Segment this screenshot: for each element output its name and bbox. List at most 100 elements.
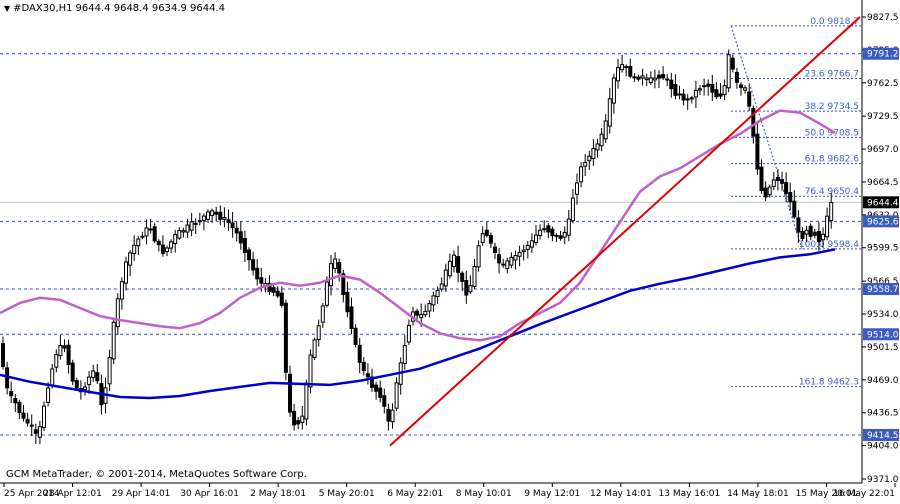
candle-body <box>722 85 727 96</box>
candle-body <box>50 368 55 386</box>
candle-body <box>242 237 247 253</box>
candle-body <box>685 98 690 101</box>
candle-body <box>226 219 231 224</box>
y-tick-label: 9469.0 <box>867 376 899 386</box>
candle-body <box>193 222 198 225</box>
candle-body <box>550 228 555 237</box>
dropdown-arrow-icon[interactable]: ▼ <box>4 4 11 13</box>
candle-body <box>476 245 481 268</box>
y-tick-label: 9599.5 <box>867 244 899 254</box>
candle-body <box>825 215 830 238</box>
candle-body <box>415 310 420 316</box>
y-tick-label: 9501.5 <box>867 343 899 353</box>
candle-body <box>579 166 584 183</box>
candle-body <box>501 263 506 266</box>
candle-body <box>156 240 161 246</box>
candle-body <box>575 182 579 195</box>
candle-body <box>484 229 489 236</box>
level-price-tag-label: 9625.6 <box>867 217 899 227</box>
candle-body <box>148 228 153 231</box>
candle-body <box>587 155 592 162</box>
candle-body <box>361 361 366 372</box>
candle-body <box>505 260 510 269</box>
candle-body <box>333 258 338 269</box>
candle-body <box>739 84 743 88</box>
candle-body <box>189 221 194 231</box>
current-price-tag <box>863 196 899 209</box>
candle-body <box>624 66 629 69</box>
candle-body <box>517 251 522 257</box>
candle-body <box>255 267 260 280</box>
y-tick-label: 9827.5 <box>867 13 899 23</box>
y-tick-label: 9762.5 <box>867 79 899 89</box>
candle-body <box>648 77 653 84</box>
candle-body <box>804 229 809 235</box>
candle-body <box>546 225 551 233</box>
candle-body <box>247 249 251 261</box>
candle-body <box>657 74 661 79</box>
candle-body <box>607 98 612 127</box>
candle-body <box>206 211 210 220</box>
candle-body <box>91 370 96 378</box>
current-price-tag-label: 9644.4 <box>867 198 899 208</box>
candle-body <box>583 161 588 167</box>
candle-body <box>238 231 243 244</box>
y-tick-label: 9436.5 <box>867 409 899 419</box>
candle-body <box>620 64 625 71</box>
level-price-tag <box>863 428 899 441</box>
candle-body <box>312 339 317 358</box>
candle-body <box>829 202 834 222</box>
candle-body <box>37 426 42 438</box>
candle-body <box>771 179 776 187</box>
candle-body <box>427 303 432 312</box>
candle-body <box>689 97 694 100</box>
candle-body <box>640 75 645 79</box>
candle-body <box>767 186 772 196</box>
candle-body <box>222 217 227 220</box>
fibo-level-label: 161.8 9462.3 <box>799 378 859 388</box>
trendlines <box>389 16 861 447</box>
candle-body <box>115 298 120 328</box>
candle-body <box>83 386 87 391</box>
fibo-level-label: 38.2 9734.5 <box>805 102 859 112</box>
candle-body <box>128 252 133 266</box>
candle-body <box>324 281 329 306</box>
candle-body <box>636 76 641 80</box>
candle-body <box>42 405 46 428</box>
symbol-timeframe: #DAX30,H1 <box>13 3 73 14</box>
candle-body <box>214 211 219 215</box>
candle-body <box>464 279 469 296</box>
candle-body <box>570 197 575 222</box>
candle-body <box>152 226 157 242</box>
candle-body <box>423 310 428 316</box>
x-tick-label: 16 May 22:01 <box>833 489 895 499</box>
x-tick-label: 14 May 18:01 <box>727 489 789 499</box>
candle-body <box>46 387 51 403</box>
candle-body <box>538 229 543 236</box>
x-tick-label: 2 May 18:01 <box>250 489 306 499</box>
candle-body <box>706 83 711 87</box>
candle-body <box>628 66 633 77</box>
candle-body <box>218 211 223 220</box>
y-tick-label: 9534.0 <box>867 310 899 320</box>
candle-body <box>296 420 301 425</box>
candle-body <box>792 200 797 218</box>
candle-body <box>353 327 358 345</box>
candle-body <box>21 412 26 419</box>
candle-body <box>456 256 461 273</box>
candle-body <box>730 57 735 70</box>
candle-body <box>439 283 444 290</box>
candle-body <box>267 282 272 292</box>
fibo-level-label: 23.6 9766.7 <box>805 70 859 80</box>
candle-body <box>513 255 518 261</box>
candle-body <box>759 166 764 191</box>
candle-body <box>1 343 5 367</box>
candle-body <box>558 235 563 239</box>
candle-body <box>710 84 715 93</box>
candle-body <box>230 222 235 229</box>
candle-body <box>419 313 424 319</box>
candle-body <box>808 225 813 237</box>
candle-body <box>497 254 502 264</box>
